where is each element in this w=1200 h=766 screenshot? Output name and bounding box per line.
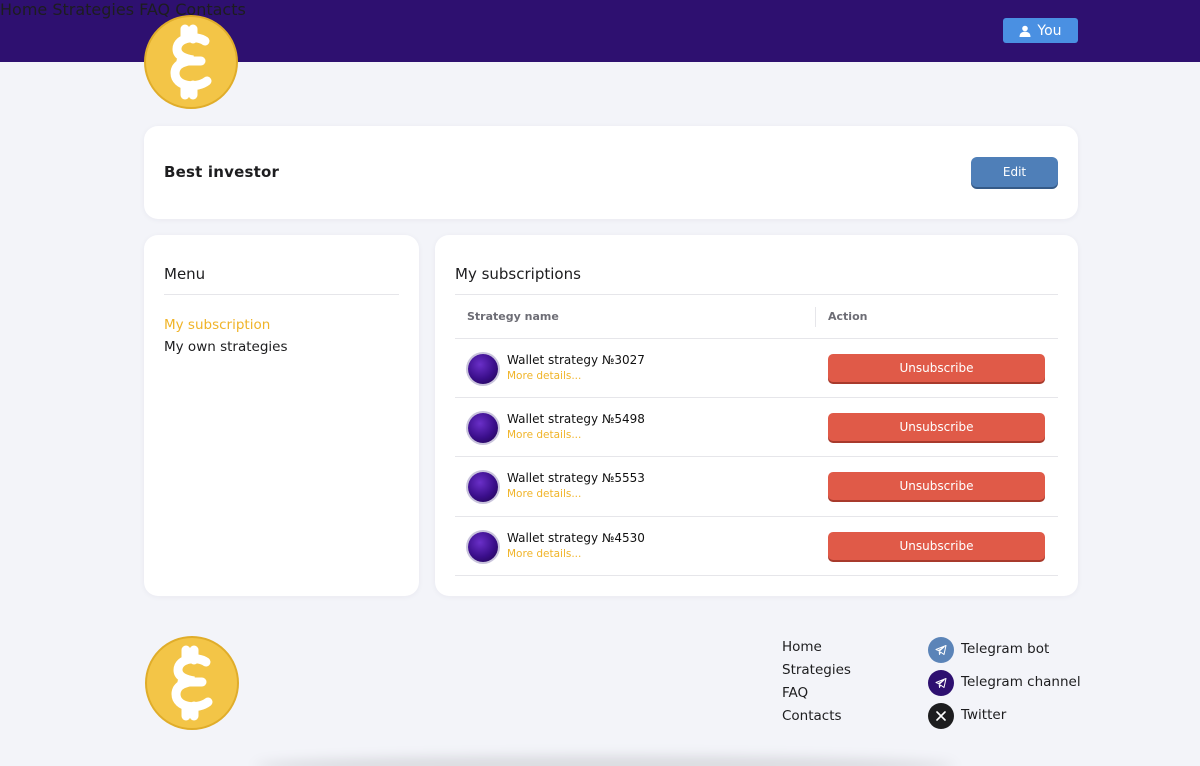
table-row: Wallet strategy №5498 More details... Un… — [455, 398, 1058, 457]
more-details-link[interactable]: More details... — [507, 488, 582, 500]
row-divider — [455, 338, 1058, 339]
telegram-icon — [928, 637, 954, 663]
row-divider — [455, 397, 1058, 398]
user-button-label: You — [1037, 22, 1062, 39]
more-details-link[interactable]: More details... — [507, 429, 582, 441]
unsubscribe-button[interactable]: Unsubscribe — [828, 354, 1045, 382]
social-label: Telegram channel — [961, 674, 1081, 690]
subscriptions-title: My subscriptions — [455, 265, 581, 283]
more-details-link[interactable]: More details... — [507, 370, 582, 382]
strategy-avatar — [468, 413, 498, 443]
nav-home[interactable]: Home — [0, 0, 48, 19]
x-icon — [928, 703, 954, 729]
nav-strategies[interactable]: Strategies — [52, 0, 135, 19]
row-divider — [455, 575, 1058, 576]
strategy-avatar — [468, 354, 498, 384]
strategy-name: Wallet strategy №3027 — [507, 353, 645, 367]
subscriptions-divider — [455, 294, 1058, 295]
footer-link-contacts[interactable]: Contacts — [782, 708, 842, 724]
menu-item-my-subscription[interactable]: My subscription — [164, 317, 271, 333]
column-header-action: Action — [828, 310, 868, 323]
menu-card: Menu My subscription My own strategies — [144, 235, 419, 596]
unsubscribe-button[interactable]: Unsubscribe — [828, 532, 1045, 560]
unsubscribe-button[interactable]: Unsubscribe — [828, 472, 1045, 500]
menu-title: Menu — [164, 265, 206, 283]
row-divider — [455, 456, 1058, 457]
table-row: Wallet strategy №3027 More details... Un… — [455, 339, 1058, 398]
user-icon — [1019, 25, 1031, 37]
strategy-name: Wallet strategy №5553 — [507, 471, 645, 485]
strategy-name: Wallet strategy №4530 — [507, 531, 645, 545]
nav-faq[interactable]: FAQ — [139, 0, 171, 19]
social-label: Twitter — [961, 707, 1007, 723]
table-row: Wallet strategy №5553 More details... Un… — [455, 457, 1058, 516]
column-header-strategy-name: Strategy name — [467, 310, 559, 323]
subscriptions-card: My subscriptions Strategy name Action Wa… — [435, 235, 1078, 596]
menu-item-my-own-strategies[interactable]: My own strategies — [164, 339, 288, 355]
social-label: Telegram bot — [961, 641, 1050, 657]
row-divider — [455, 516, 1058, 517]
user-button[interactable]: You — [1003, 18, 1078, 43]
profile-name: Best investor — [164, 163, 280, 181]
menu-divider — [164, 294, 399, 295]
strategy-name: Wallet strategy №5498 — [507, 412, 645, 426]
footer-logo[interactable] — [145, 636, 239, 730]
footer-link-faq[interactable]: FAQ — [782, 685, 809, 701]
coin-logo-icon — [171, 645, 213, 721]
footer-link-strategies[interactable]: Strategies — [782, 662, 851, 678]
more-details-link[interactable]: More details... — [507, 548, 582, 560]
unsubscribe-button[interactable]: Unsubscribe — [828, 413, 1045, 441]
profile-card: Best investor Edit — [144, 126, 1078, 219]
strategy-avatar — [468, 472, 498, 502]
strategy-avatar — [468, 532, 498, 562]
telegram-icon — [928, 670, 954, 696]
nav-contacts[interactable]: Contacts — [175, 0, 246, 19]
footer-link-home[interactable]: Home — [782, 639, 822, 655]
coin-logo-icon — [170, 24, 212, 100]
column-separator — [815, 307, 816, 327]
site-logo[interactable] — [144, 15, 238, 109]
edit-button[interactable]: Edit — [971, 157, 1058, 187]
bottom-shadow — [255, 756, 955, 766]
table-row: Wallet strategy №4530 More details... Un… — [455, 517, 1058, 576]
